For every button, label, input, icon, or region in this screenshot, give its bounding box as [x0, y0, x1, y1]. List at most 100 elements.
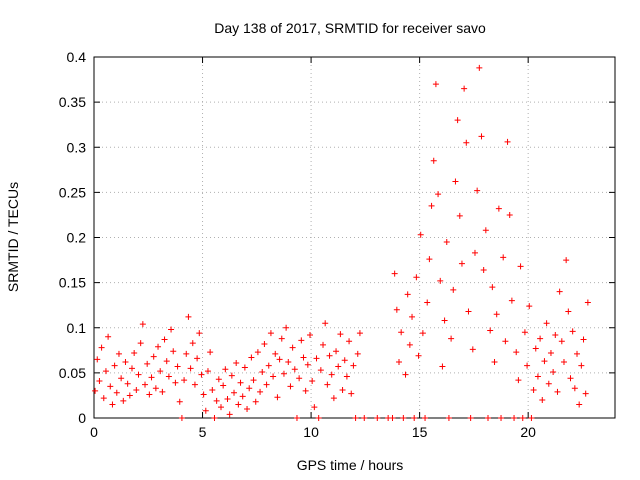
data-point — [415, 352, 422, 359]
data-point — [213, 397, 220, 404]
data-point — [211, 415, 218, 421]
data-point — [215, 376, 222, 383]
data-point — [406, 341, 413, 348]
data-point — [246, 385, 253, 392]
data-point — [235, 401, 242, 408]
data-point — [239, 393, 246, 400]
data-point — [202, 407, 209, 414]
data-point — [424, 299, 431, 306]
data-point — [445, 415, 452, 421]
data-point — [217, 404, 224, 411]
data-point — [441, 317, 448, 324]
data-point — [530, 387, 537, 394]
data-point — [128, 365, 135, 372]
data-point — [404, 291, 411, 298]
data-point — [157, 368, 164, 375]
data-point — [567, 375, 574, 382]
data-point — [467, 415, 474, 421]
data-point — [148, 374, 155, 381]
data-point — [270, 373, 277, 380]
data-point — [343, 373, 350, 380]
data-point — [448, 335, 455, 342]
data-point — [393, 306, 400, 313]
data-point — [220, 382, 227, 389]
data-point — [560, 359, 567, 366]
data-point — [528, 415, 535, 421]
data-point — [537, 335, 544, 342]
data-point — [526, 303, 533, 310]
data-point — [576, 401, 583, 408]
data-point — [278, 335, 285, 342]
data-point — [454, 117, 461, 124]
data-point — [276, 356, 283, 363]
data-point — [120, 397, 127, 404]
data-point — [163, 358, 170, 365]
data-point — [291, 366, 298, 373]
data-point — [532, 345, 539, 352]
data-point — [261, 340, 268, 347]
data-point — [474, 187, 481, 194]
data-point — [122, 359, 129, 366]
data-point — [133, 387, 140, 394]
data-point — [209, 387, 216, 394]
data-point — [131, 350, 138, 357]
data-point — [102, 368, 109, 375]
data-point — [300, 354, 307, 361]
data-point — [571, 385, 578, 392]
data-point — [265, 362, 272, 369]
axis-ticks: 0 5 10 15 20 0 0.05 0.1 0.15 0.2 0.25 0.3 0.35 0.4 — [59, 49, 615, 440]
data-point — [313, 355, 320, 362]
y-tick-label: 0.15 — [59, 275, 86, 291]
data-point — [181, 377, 188, 384]
data-point — [137, 340, 144, 347]
data-point — [254, 349, 261, 356]
data-point — [443, 239, 450, 246]
data-point — [504, 138, 511, 145]
data-point — [374, 415, 381, 421]
data-point — [176, 398, 183, 405]
data-point — [146, 391, 153, 398]
y-tick-label: 0.4 — [67, 49, 87, 65]
data-point — [326, 352, 333, 359]
data-point — [174, 363, 181, 370]
data-point — [354, 350, 361, 357]
data-point — [545, 380, 552, 387]
data-point — [298, 337, 305, 344]
data-point — [224, 396, 231, 403]
data-point — [400, 415, 407, 421]
data-point — [461, 85, 468, 92]
data-point — [437, 277, 444, 284]
data-point — [482, 227, 489, 234]
data-point — [311, 404, 318, 411]
data-point — [430, 157, 437, 164]
x-tick-label: 5 — [199, 424, 207, 440]
data-point — [539, 396, 546, 403]
data-point — [142, 381, 149, 388]
data-point — [541, 358, 548, 365]
x-tick-label: 20 — [520, 424, 536, 440]
data-point — [293, 415, 300, 421]
data-point — [361, 415, 368, 421]
data-point — [207, 349, 214, 356]
data-point — [506, 211, 513, 218]
data-point — [508, 297, 515, 304]
data-point — [402, 371, 409, 378]
data-point — [233, 359, 240, 366]
data-point — [580, 336, 587, 343]
data-point — [204, 368, 211, 375]
data-point — [231, 389, 238, 396]
data-point — [337, 331, 344, 338]
data-point — [352, 415, 359, 421]
data-point — [495, 205, 502, 212]
data-point — [389, 415, 396, 421]
y-tick-label: 0 — [78, 410, 86, 426]
data-point — [491, 359, 498, 366]
data-point — [198, 371, 205, 378]
data-point — [322, 320, 329, 327]
data-point — [500, 254, 507, 261]
data-point — [280, 370, 287, 377]
data-point — [350, 362, 357, 369]
x-axis-label: GPS time / hours — [297, 457, 404, 473]
y-axis-label: SRMTID / TECUs — [5, 182, 21, 292]
data-point — [187, 365, 194, 372]
